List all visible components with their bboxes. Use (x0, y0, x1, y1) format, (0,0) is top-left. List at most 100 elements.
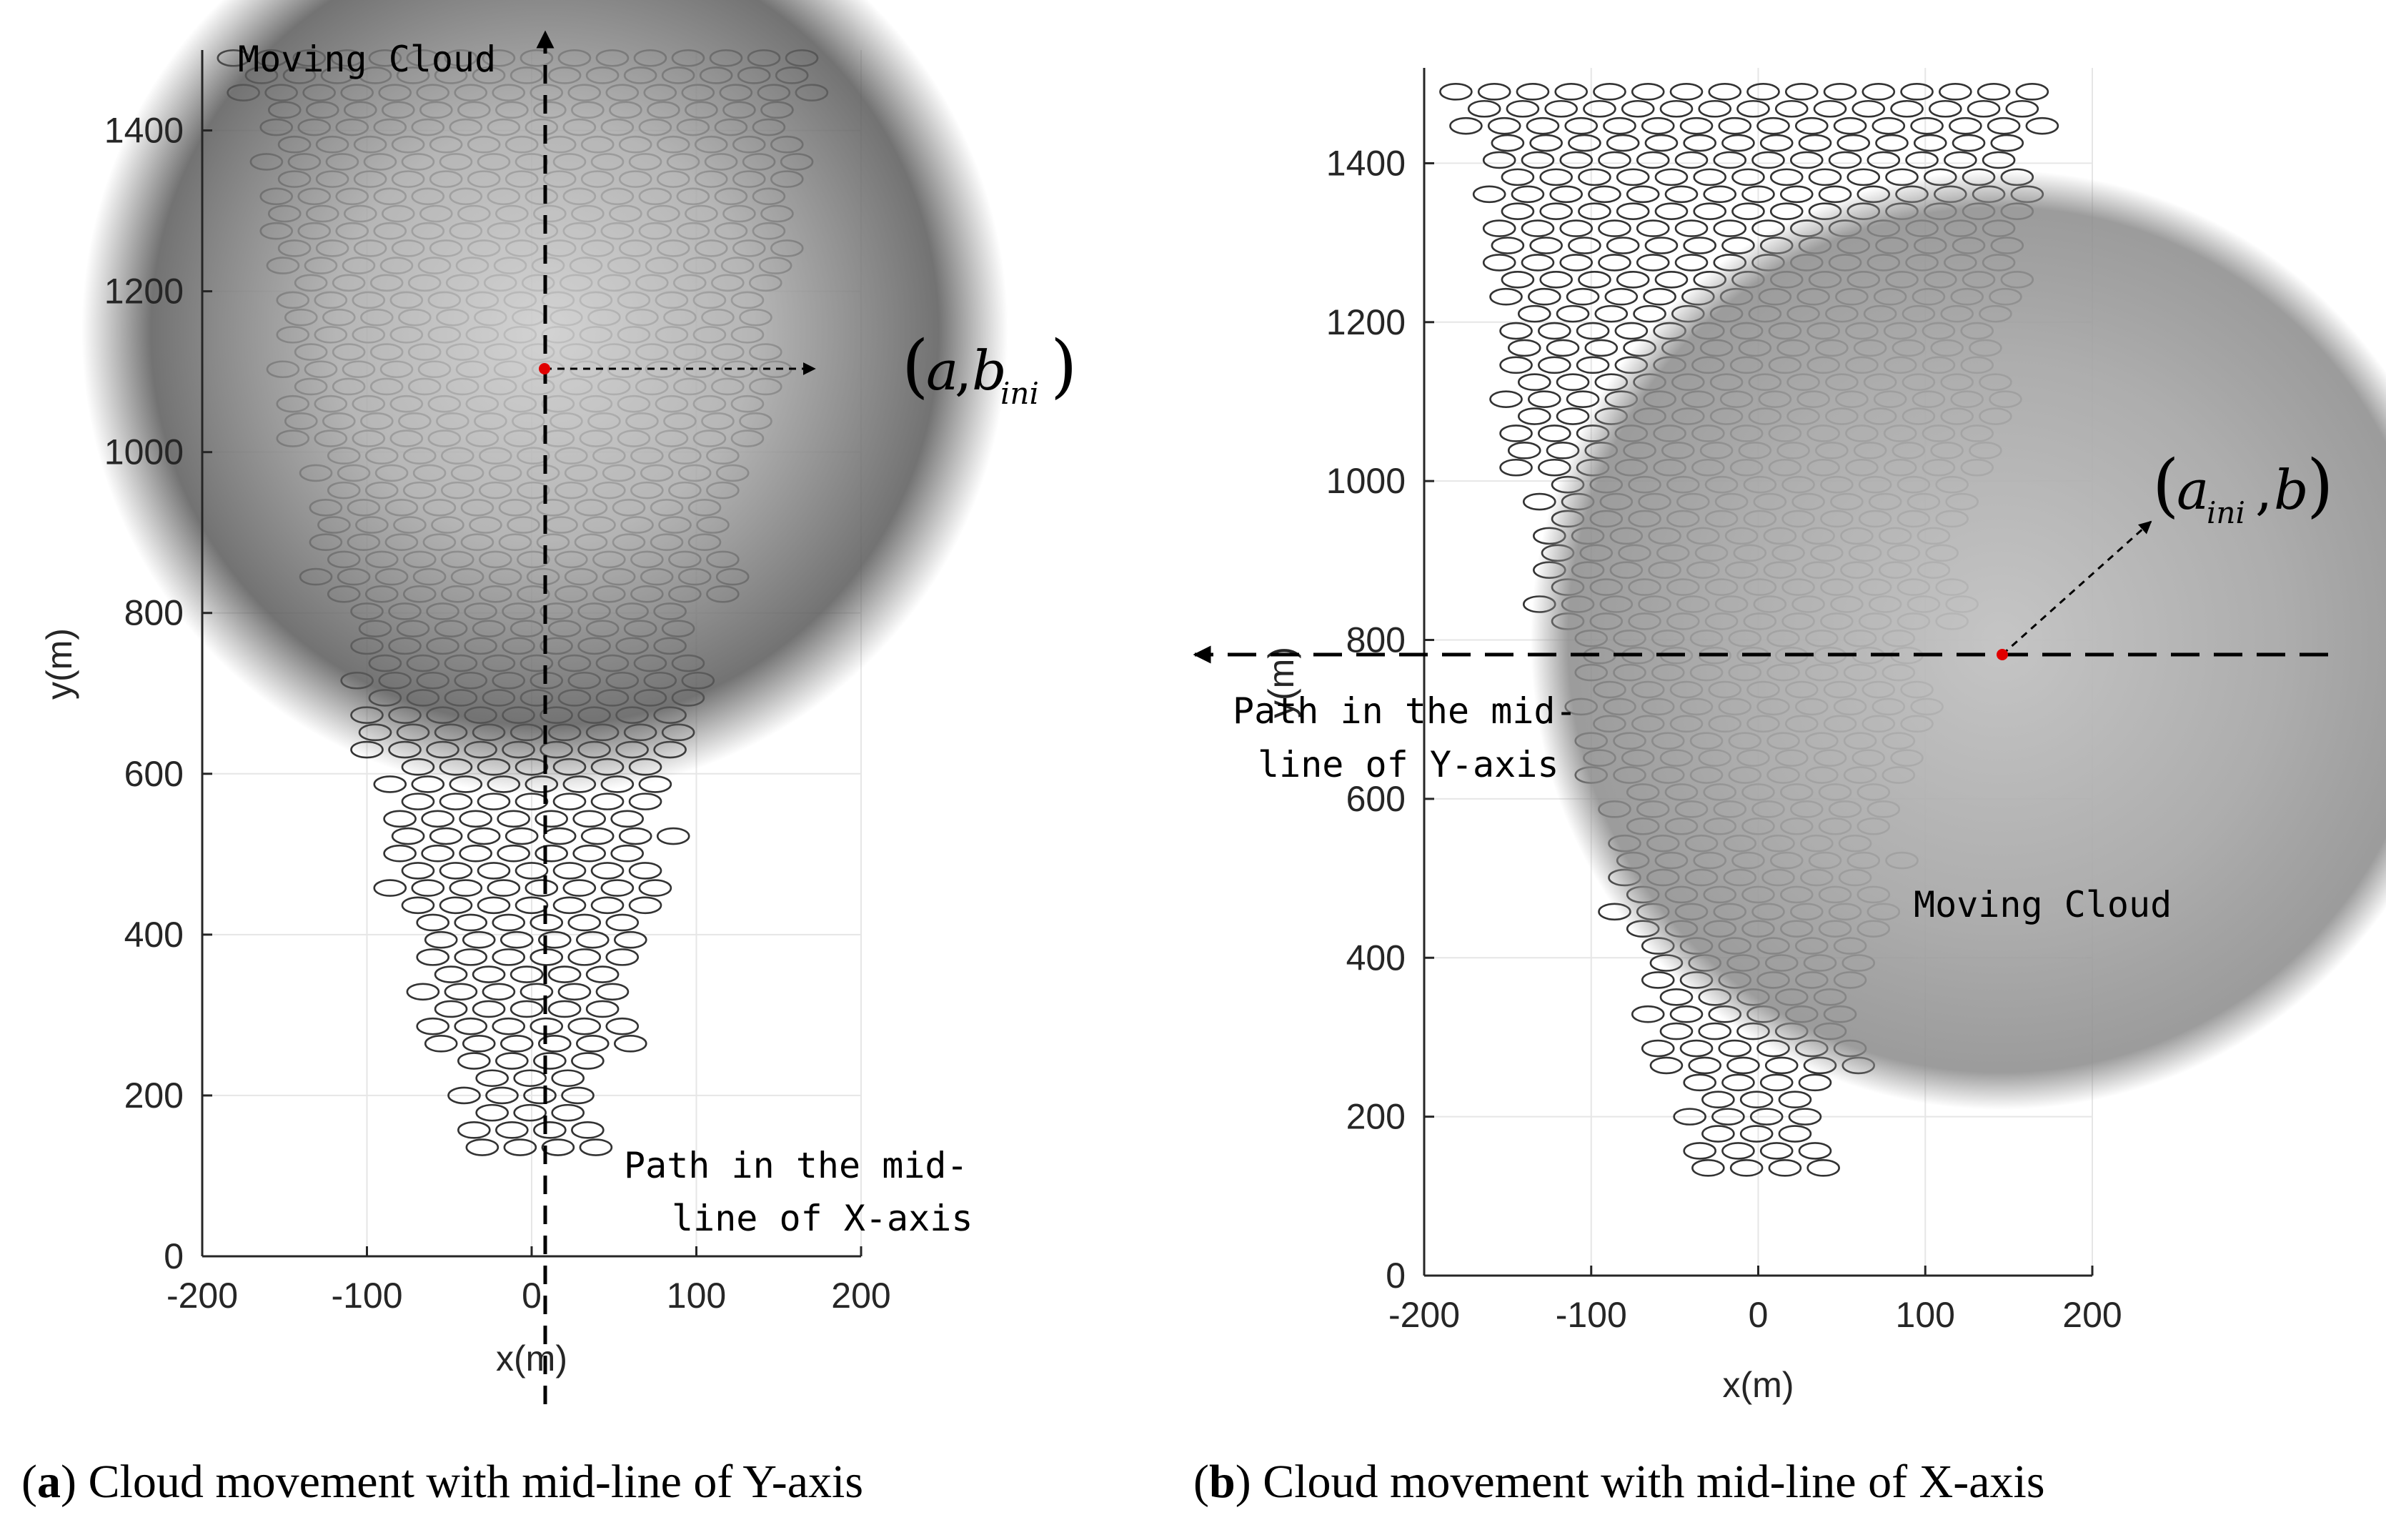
heliostat (1626, 185, 1660, 204)
heliostat (475, 1069, 509, 1088)
heliostat (1538, 356, 1571, 374)
heliostat (567, 948, 602, 966)
panel-a: -200 -100 0 100 200 0 200 400 600 800 1000 1200 1400… (39, 0, 1077, 1404)
heliostat (1499, 424, 1533, 442)
heliostat (1501, 168, 1535, 187)
heliostat (1673, 1108, 1706, 1126)
heliostat (1789, 151, 1824, 169)
heliostat (1521, 254, 1555, 272)
x-tick-label: 0 (1749, 1295, 1769, 1335)
heliostat (444, 983, 478, 1001)
heliostat (552, 896, 587, 915)
heliostat (439, 896, 473, 915)
heliostat (552, 862, 587, 880)
heliostat (1529, 237, 1563, 254)
heliostat (1598, 219, 1631, 237)
y-tick-label: 800 (124, 593, 184, 633)
heliostat (1439, 83, 1473, 101)
heliostat (477, 793, 511, 810)
heliostat (1798, 1073, 1832, 1092)
heliostat (1556, 373, 1590, 392)
heliostat (1691, 1159, 1725, 1177)
heliostat (509, 965, 544, 983)
heliostat (1749, 1108, 1784, 1126)
heliostat (515, 896, 549, 915)
heliostat (1929, 99, 1962, 118)
heliostat (1731, 202, 1765, 220)
heliostat (499, 1035, 534, 1053)
heliostat (1641, 971, 1675, 989)
y-tick-label: 600 (1346, 779, 1406, 819)
heliostat (579, 1138, 613, 1156)
heliostat (1489, 287, 1523, 306)
heliostat (1778, 1091, 1812, 1109)
heliostat (1578, 271, 1611, 289)
heliostat (1698, 99, 1732, 118)
heliostat (590, 862, 625, 880)
heliostat (1507, 339, 1541, 357)
heliostat (1806, 1159, 1840, 1177)
heliostat (383, 810, 417, 828)
heliostat (424, 1035, 458, 1053)
heliostat (1669, 1005, 1704, 1023)
heliostat (1683, 134, 1716, 152)
heliostat (429, 827, 463, 845)
heliostat (1506, 99, 1540, 118)
x-tick-label: -100 (331, 1276, 402, 1316)
heliostat (1679, 1039, 1714, 1058)
heliostat (1900, 83, 1934, 101)
heliostat (1701, 1091, 1735, 1109)
heliostat (1774, 99, 1809, 118)
heliostat (1491, 237, 1525, 254)
y-tick-label: 1200 (104, 272, 184, 312)
heliostat (1875, 134, 1909, 152)
heliostat (1482, 254, 1516, 272)
heliostat (533, 1052, 567, 1070)
heliostat (1472, 185, 1506, 204)
heliostat (1833, 116, 1867, 135)
heliostat (1529, 134, 1563, 152)
heliostat (1659, 99, 1694, 118)
heliostat (485, 1086, 519, 1105)
heliostat (495, 1121, 529, 1139)
coordinate-label-a: ( a , b ini ) (902, 326, 1077, 411)
heliostat (457, 1052, 491, 1070)
heliostat (1871, 116, 1906, 135)
heliostat (1568, 134, 1601, 152)
heliostat (1516, 83, 1550, 101)
heliostat (1779, 185, 1814, 204)
caption-a-letter: a (37, 1456, 61, 1508)
heliostat (434, 965, 468, 983)
heliostat (1559, 151, 1594, 169)
heliostat (1759, 1142, 1794, 1160)
heliostat (1798, 1142, 1832, 1160)
heliostat (1674, 151, 1709, 169)
heliostat (1559, 254, 1594, 272)
y-axis-label-b: y(m) (1261, 647, 1301, 718)
heliostat (1538, 424, 1571, 442)
heliostat (572, 844, 606, 863)
heliostat (1556, 407, 1590, 425)
heliostat (1701, 1125, 1735, 1143)
heliostat (401, 862, 435, 880)
svg-text:(: ( (902, 326, 928, 406)
heliostat (1659, 988, 1694, 1006)
heliostat (1576, 356, 1610, 374)
x-tick-label: 200 (831, 1276, 890, 1316)
x-axis-label-b: x(m) (1723, 1365, 1794, 1405)
heliostat (1756, 116, 1790, 135)
x-tick-label: 100 (1896, 1295, 1955, 1335)
heliostat (1721, 1073, 1755, 1092)
heliostat (1616, 202, 1650, 220)
heliostat (509, 1000, 544, 1018)
heliostat (1669, 83, 1704, 101)
heliostat (472, 965, 506, 983)
heliostat (1674, 254, 1709, 272)
heliostat (1578, 168, 1611, 187)
heliostat (613, 1035, 647, 1053)
x-tick-label: -100 (1556, 1295, 1627, 1335)
y-tick-label: 1400 (1326, 143, 1406, 183)
heliostat (1769, 168, 1804, 187)
heliostat (595, 983, 630, 1001)
